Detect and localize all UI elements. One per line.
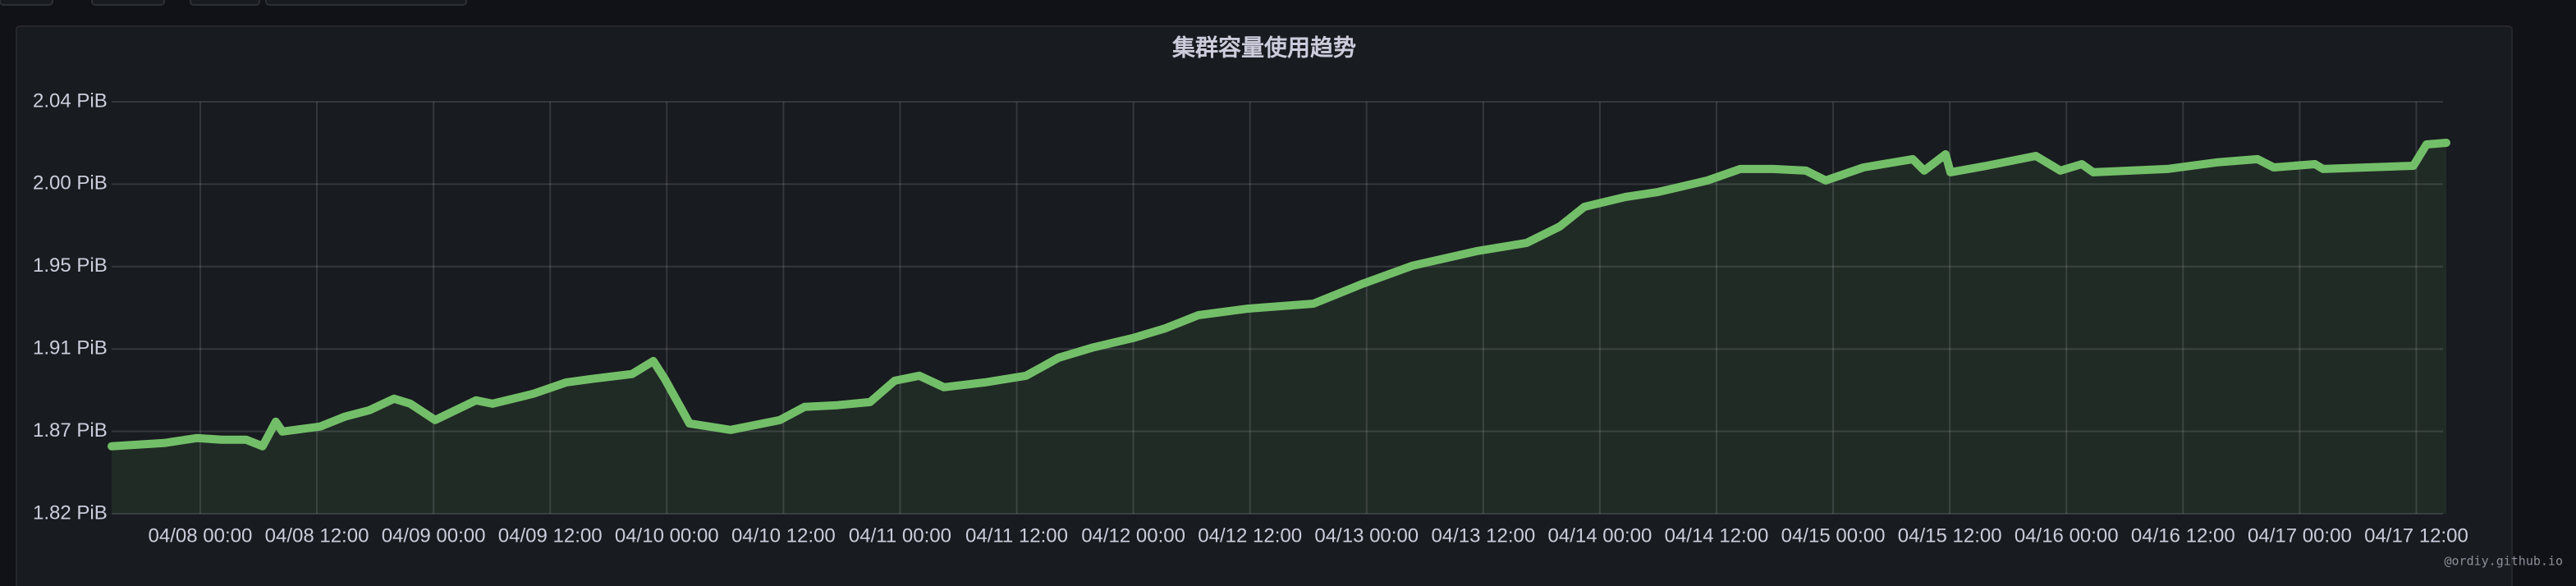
y-tick-label: 1.95 PiB — [33, 254, 108, 277]
x-tick-label: 04/09 12:00 — [498, 524, 603, 547]
x-tick-label: 04/11 00:00 — [849, 524, 951, 547]
x-tick-label: 04/09 00:00 — [382, 524, 486, 547]
toolbar-button[interactable] — [91, 0, 165, 6]
area-fill — [112, 143, 2446, 514]
x-tick-label: 04/16 00:00 — [2015, 524, 2119, 547]
x-tick-label: 04/08 12:00 — [265, 524, 369, 547]
x-tick-label: 04/17 00:00 — [2248, 524, 2352, 547]
panel-title: 集群容量使用趋势 — [1171, 34, 1356, 60]
y-tick-label: 2.04 PiB — [33, 89, 108, 112]
y-tick-label: 1.82 PiB — [33, 501, 108, 524]
y-tick-label: 1.87 PiB — [33, 419, 108, 442]
x-tick-label: 04/15 12:00 — [1898, 524, 2002, 547]
x-tick-label: 04/16 12:00 — [2131, 524, 2235, 547]
x-tick-label: 04/17 12:00 — [2364, 524, 2468, 547]
x-tick-label: 04/15 00:00 — [1781, 524, 1886, 547]
x-tick-label: 04/13 12:00 — [1431, 524, 1535, 547]
x-tick-label: 04/08 00:00 — [149, 524, 253, 547]
x-tick-label: 04/10 00:00 — [615, 524, 719, 547]
x-tick-label: 04/12 12:00 — [1198, 524, 1302, 547]
x-tick-label: 04/11 12:00 — [965, 524, 1068, 547]
x-tick-label: 04/12 00:00 — [1081, 524, 1185, 547]
watermark: @ordiy.github.io — [2445, 554, 2564, 569]
x-tick-label: 04/10 12:00 — [731, 524, 836, 547]
toolbar-button[interactable] — [0, 0, 53, 6]
x-tick-label: 04/13 00:00 — [1314, 524, 1419, 547]
toolbar-input[interactable] — [265, 0, 467, 6]
y-tick-label: 1.91 PiB — [33, 337, 108, 359]
x-tick-label: 04/14 12:00 — [1665, 524, 1769, 547]
x-tick-label: 04/14 00:00 — [1548, 524, 1652, 547]
toolbar-button[interactable] — [190, 0, 260, 6]
y-tick-label: 2.00 PiB — [33, 172, 108, 195]
series-line — [108, 139, 2450, 451]
